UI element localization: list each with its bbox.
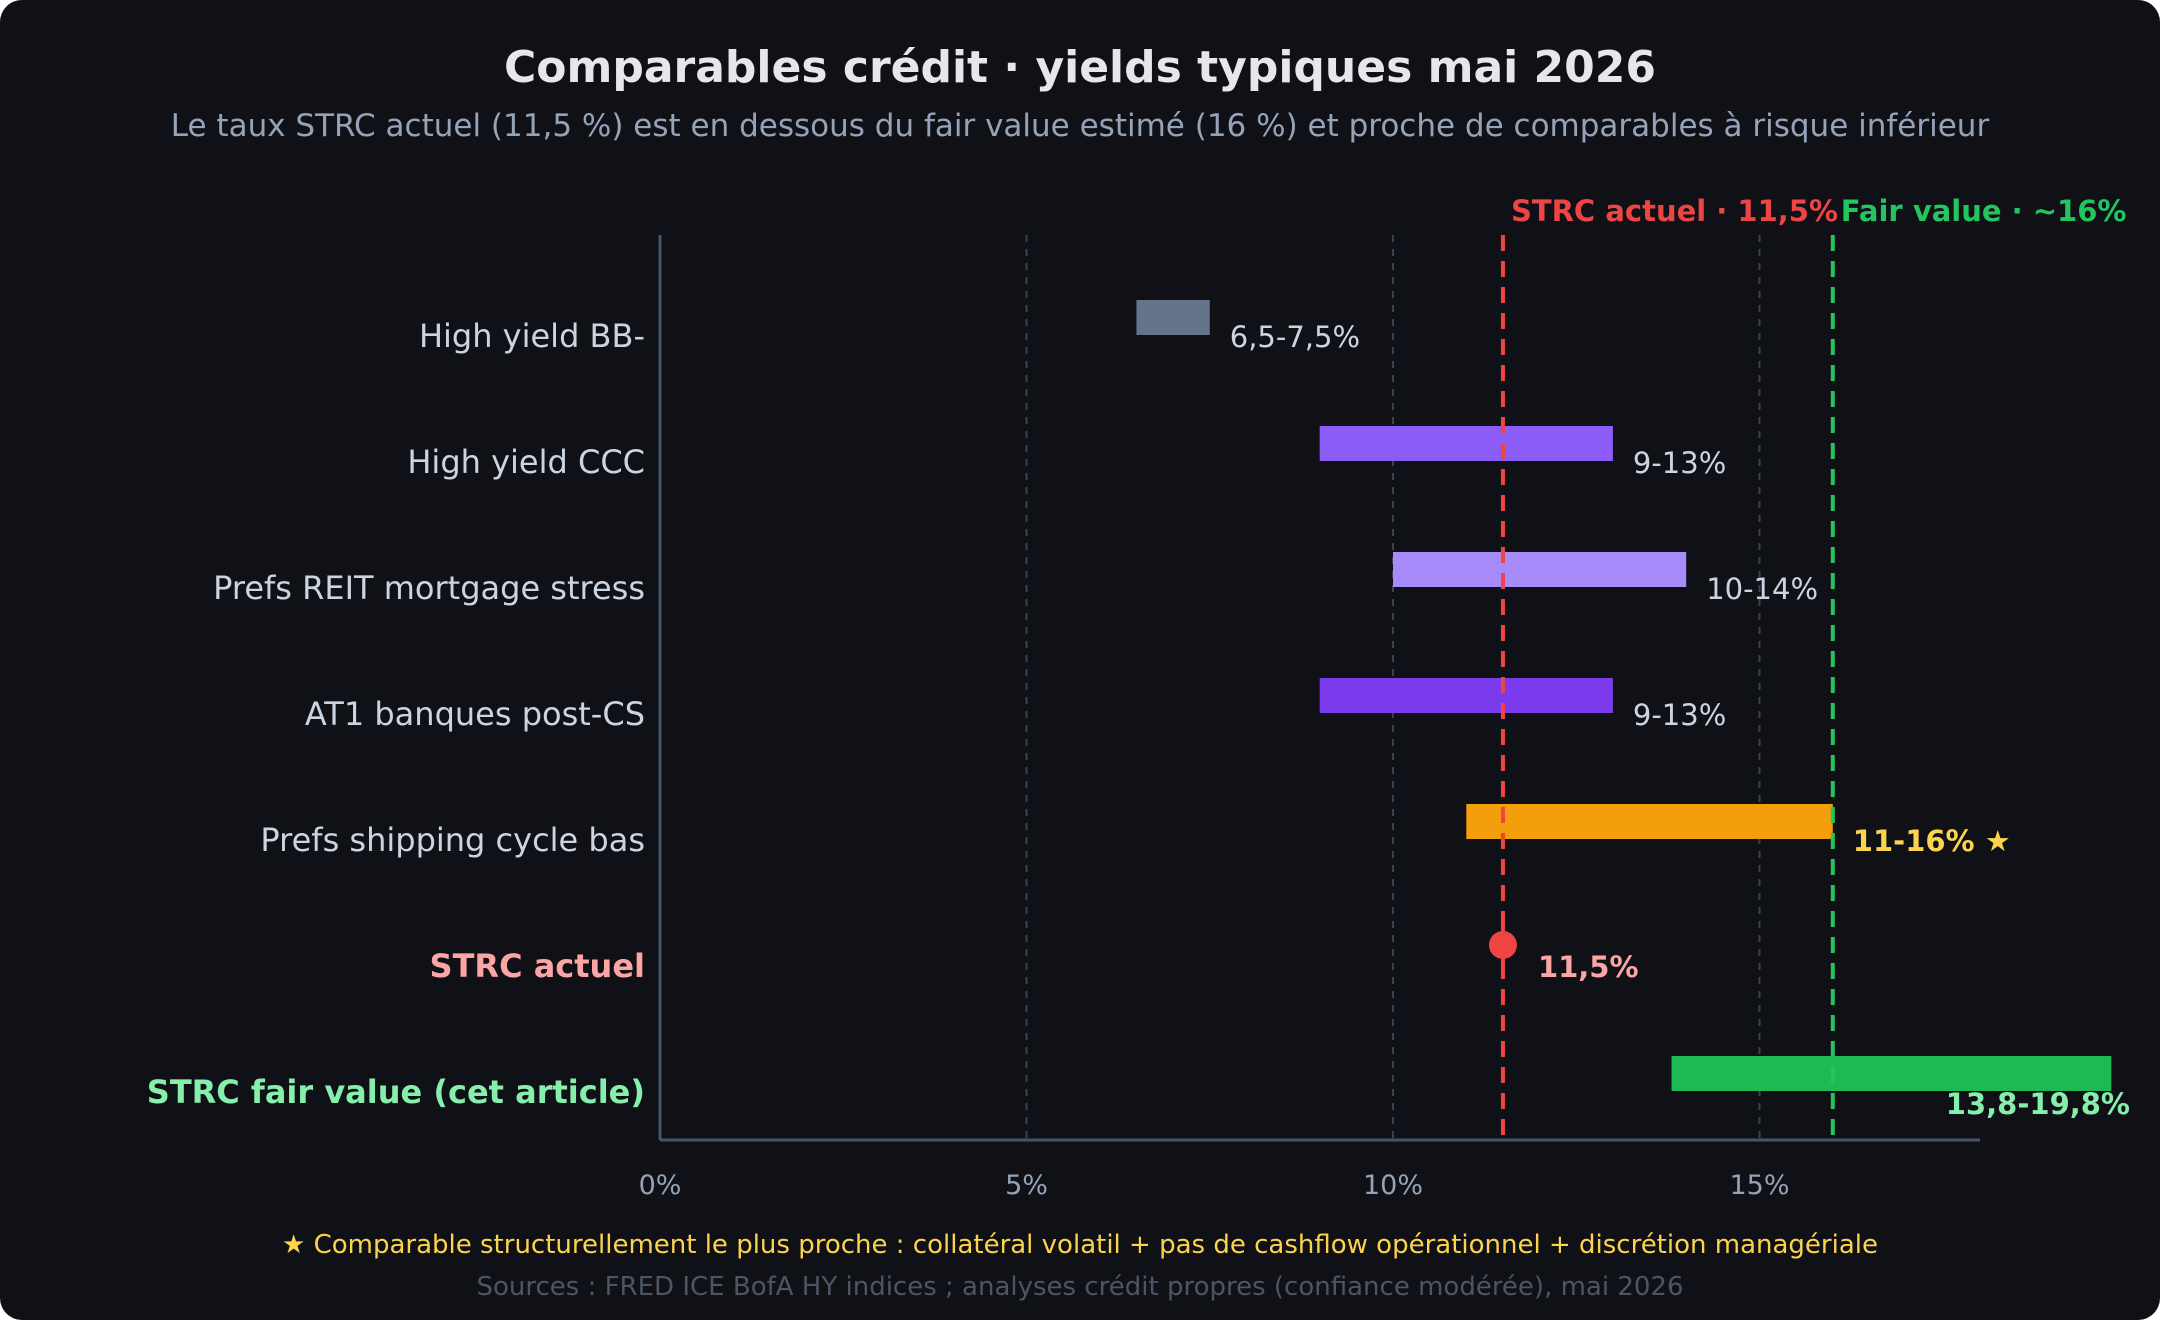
reference-line-label: STRC actuel · 11,5% [1511,194,1838,228]
range-bar [1136,300,1210,335]
x-tick-labels: 0% 5% 10% 15% [639,1170,1790,1201]
value-label: 6,5-7,5% [1230,320,1360,354]
chart-title: Comparables crédit · yields typiques mai… [504,42,1656,93]
value-label: 9-13% [1633,698,1726,732]
axes [658,235,1980,1142]
chart-footnote: ★ Comparable structurellement le plus pr… [282,1230,1878,1260]
range-bar [1466,804,1833,839]
range-bar [1671,1056,2112,1091]
reference-lines: STRC actuel · 11,5% Fair value · ~16% [1500,194,2127,1140]
value-label: 11-16% ★ [1853,824,2011,858]
x-tick-label: 0% [639,1170,682,1201]
category-label: STRC fair value (cet article) [147,1073,645,1111]
range-bar [1393,552,1687,587]
category-label: STRC actuel [430,947,645,985]
category-label: Prefs shipping cycle bas [260,821,645,859]
value-label: 11,5% [1538,950,1639,984]
chart-source: Sources : FRED ICE BofA HY indices ; ana… [476,1272,1683,1302]
range-bars [1136,300,2112,1091]
category-label: High yield CCC [407,443,645,481]
value-label: 10-14% [1706,572,1818,606]
category-label: High yield BB- [419,317,645,355]
value-label: 13,8-19,8% [1946,1087,2130,1121]
reference-line-label: Fair value · ~16% [1841,194,2127,228]
category-label: Prefs REIT mortgage stress [213,569,645,607]
range-bar [1319,426,1613,461]
x-tick-label: 5% [1005,1170,1048,1201]
range-bar [1319,678,1613,713]
value-label: 9-13% [1633,446,1726,480]
value-labels: 6,5-7,5% 9-13% 10-14% 9-13% 11-16% ★ 11,5% 13,… [1230,320,2130,1121]
category-labels: High yield BB- High yield CCC Prefs REIT m… [147,317,645,1111]
x-tick-label: 15% [1729,1170,1789,1201]
chart-subtitle: Le taux STRC actuel (11,5 %) est en dess… [171,108,1990,144]
category-label: AT1 banques post-CS [305,695,645,733]
x-tick-label: 10% [1363,1170,1423,1201]
